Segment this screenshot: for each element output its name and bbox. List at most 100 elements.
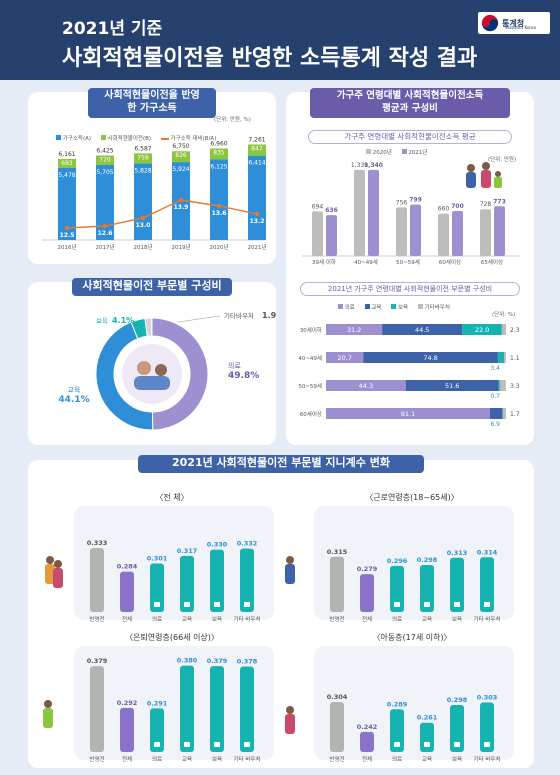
income-label-b: 759 — [137, 154, 149, 161]
age-bar — [326, 215, 337, 256]
person-icon — [54, 560, 62, 568]
gini-tick: 보육 — [452, 616, 462, 623]
stack-tick: 50~59세 — [298, 382, 322, 390]
stack-segment — [502, 408, 506, 419]
gini-bar — [240, 548, 254, 612]
gini-tick: 반영전 — [89, 755, 104, 763]
age-bar-label: 799 — [409, 197, 422, 204]
gini-tick: 전체 — [122, 755, 132, 763]
age-bar-label: 636 — [325, 207, 338, 214]
ratio-point — [64, 225, 70, 231]
stack-unit: (단위: %) — [492, 312, 516, 318]
gini-bar-label: 0.333 — [87, 539, 108, 547]
ratio-point — [102, 223, 108, 229]
stack-label: 3.3 — [510, 383, 520, 390]
header-subtitle: 2021년 기준 — [62, 19, 163, 39]
stack-segment — [497, 352, 505, 363]
income-label-b: 835 — [213, 149, 225, 156]
gini-tick: 교육 — [182, 756, 192, 763]
income-bar-a — [58, 167, 76, 240]
age-bar — [396, 207, 407, 256]
stack-segment — [502, 408, 503, 419]
income-tick: 2018년 — [133, 243, 152, 251]
family-icon — [481, 170, 491, 188]
income-label-b: 720 — [99, 157, 111, 164]
income-label-a: 5,705 — [96, 169, 113, 176]
age-bar — [354, 169, 365, 256]
gini-bar-label: 0.304 — [327, 693, 348, 701]
stack-segment — [382, 324, 463, 335]
income-label-b: 683 — [61, 160, 73, 167]
gini-bar-label: 0.314 — [477, 548, 498, 556]
income-label-b: 847 — [251, 146, 263, 153]
gini-bar — [120, 571, 134, 612]
gini-bar-label: 0.289 — [387, 700, 408, 708]
donut-label-name: 교육 — [68, 386, 81, 394]
legend-2020: 2020년 — [372, 150, 392, 156]
sector-icon — [454, 602, 460, 607]
income-total: 6,425 — [96, 148, 113, 155]
ratio-label: 13.2 — [250, 218, 265, 225]
ratio-label: 13.9 — [174, 204, 189, 211]
sector-icon — [214, 602, 220, 607]
age-bar-label: 700 — [451, 203, 464, 210]
gini-bar-label: 0.379 — [87, 657, 108, 665]
sector-icon — [154, 742, 160, 747]
donut-center — [122, 344, 182, 404]
income-label-a: 6,125 — [210, 163, 227, 170]
age-bar-label: 773 — [493, 198, 506, 205]
gini-tick: 전체 — [362, 755, 372, 763]
sector-icon — [484, 602, 490, 607]
sector-icon — [154, 602, 160, 607]
income-bar-a — [248, 155, 266, 240]
gini-bar-label: 0.317 — [177, 547, 198, 555]
age-tick: 50~59세 — [396, 258, 420, 266]
person-icon — [46, 556, 54, 564]
sector-icon — [184, 602, 190, 607]
income-tick: 2021년 — [247, 243, 266, 251]
income-total: 6,587 — [134, 145, 151, 152]
income-bar-b — [210, 148, 228, 160]
donut-label-value: 44.1% — [58, 395, 89, 405]
gini-tick: 기타 바우처 — [233, 615, 260, 623]
sector-icon — [394, 602, 400, 607]
composition-card: 사회적현물이전 부문별 구성비 의료 49.8% 교육 44.1% 보육 4.1% 기타바우… — [28, 278, 276, 445]
ratio-label: 12.5 — [60, 232, 75, 239]
gini-bar — [90, 666, 104, 752]
legend-b: 사회적현물이전(B) — [107, 136, 152, 142]
family-icon — [482, 162, 490, 170]
income-card: 사회적현물이전을 반영한 가구소득 (단위: 만원, %) 가구소득(A) 사회… — [28, 88, 276, 264]
gini-tick: 전체 — [362, 615, 372, 623]
ratio-point — [254, 211, 260, 217]
stack-tick: 40~49세 — [298, 354, 322, 362]
gini-bar-label: 0.298 — [447, 696, 468, 704]
stack-segment — [326, 352, 364, 363]
stack-subtitle: 2021년 가구주 연령대별 사회적현물이전 부문별 구성비 — [300, 282, 520, 296]
gini-tick: 의료 — [152, 756, 162, 763]
age-tick: 65세이상 — [481, 258, 503, 266]
person-icon — [45, 564, 55, 584]
age-bar — [494, 206, 505, 256]
gini-bar — [240, 666, 254, 752]
legend-voucher: 기타바우처 — [424, 305, 450, 311]
sector-icon — [454, 742, 460, 747]
gini-bar-label: 0.379 — [207, 657, 228, 665]
income-label-a: 6,414 — [248, 160, 265, 167]
age-subtitle: 가구주 연령대별 사회적현물이전소득 평균 — [308, 130, 512, 144]
income-bar-b — [96, 155, 114, 165]
donut-label-name: 의료 — [228, 361, 241, 370]
gini-bar-label: 0.301 — [147, 555, 168, 563]
income-total: 6,161 — [58, 151, 75, 158]
sector-icon — [184, 742, 190, 747]
income-bar-b — [248, 144, 266, 156]
legend-a: 가구소득(A) — [62, 136, 92, 142]
gini-bar — [120, 707, 134, 752]
ratio-line — [66, 199, 258, 229]
gini-bar-label: 0.378 — [237, 658, 258, 666]
ratio-label: 13.6 — [212, 210, 227, 217]
legend-childcare: 보육 — [398, 305, 409, 311]
stack-label: 0.7 — [490, 393, 500, 400]
donut-label-value: 4.1% — [112, 316, 134, 325]
stack-label: 3.4 — [490, 365, 500, 372]
